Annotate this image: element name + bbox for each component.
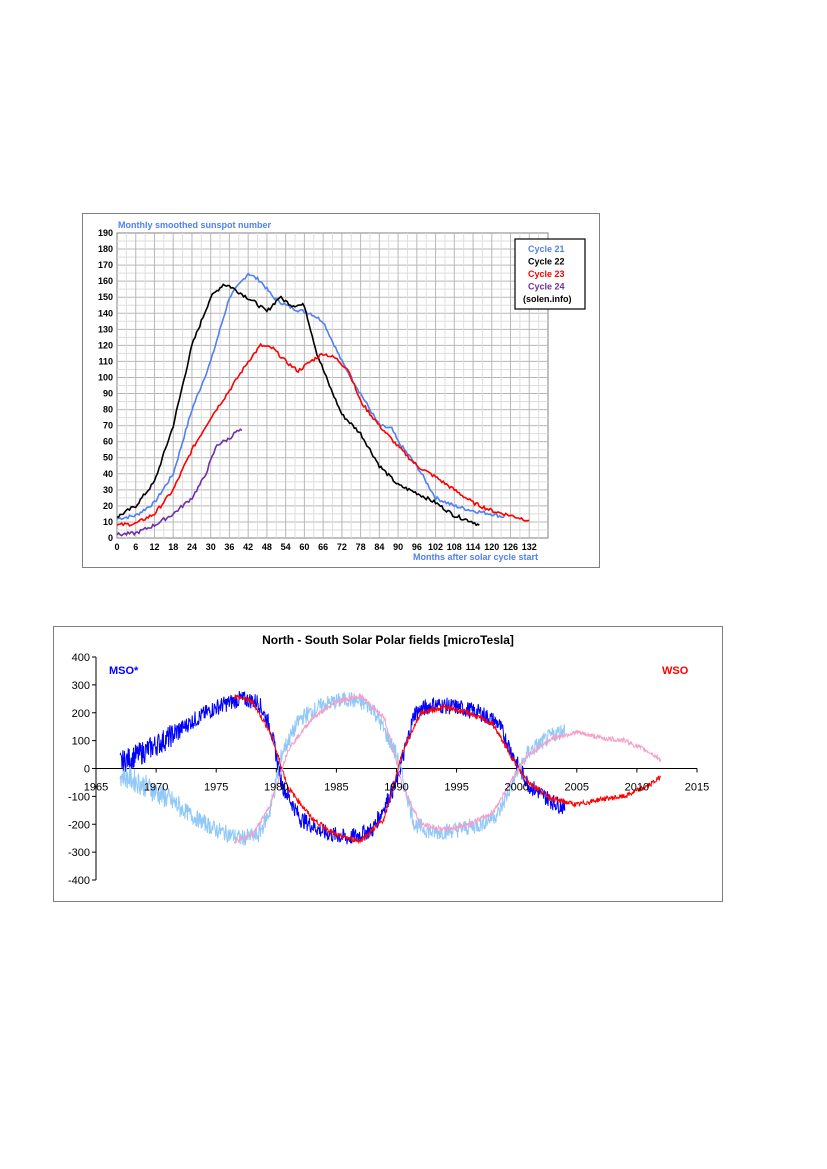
y-tick-label: 400 [72,652,90,664]
polar-fields-chart: North - South Solar Polar fields [microT… [53,626,723,902]
x-tick-label: 108 [447,542,462,552]
x-tick-label: 120 [484,542,499,552]
series-line-4 [116,428,243,537]
x-tick-label: 42 [243,542,253,552]
x-tick-label: 66 [318,542,328,552]
x-tick-label: 126 [503,542,518,552]
y-tick-label: 70 [103,421,113,431]
y-tick-label: -400 [68,875,90,887]
x-tick-label: 132 [522,542,537,552]
sunspot-chart-svg: 0102030405060708090100110120130140150160… [98,220,586,562]
y-tick-label: 120 [98,340,113,350]
series-line-3 [116,342,530,527]
series-line-2 [117,283,480,527]
x-tick-label: 1975 [204,782,228,794]
y-tick-label: 100 [72,736,90,748]
y-tick-label: 170 [98,260,113,270]
x-tick-label: 0 [114,542,119,552]
legend-note: (solen.info) [523,294,572,304]
x-tick-label: 2015 [685,782,709,794]
x-tick-label: 90 [393,542,403,552]
y-tick-label: 80 [103,405,113,415]
x-tick-label: 48 [262,542,272,552]
y-tick-label: 20 [103,501,113,511]
y-tick-label: 50 [103,453,113,463]
x-tick-label: 72 [337,542,347,552]
annotation-wso: WSO [662,665,689,677]
x-tick-label: 1970 [144,782,168,794]
legend-box [514,238,586,310]
legend-entry: Cycle 21 [528,244,565,254]
y-tick-label: 90 [103,389,113,399]
y-tick-label: 30 [103,485,113,495]
x-tick-label: 54 [281,542,291,552]
y-tick-label: 190 [98,228,113,238]
x-tick-label: 18 [168,542,178,552]
y-tick-label: 100 [98,372,113,382]
polar-fields-chart-svg: North - South Solar Polar fields [microT… [68,633,709,887]
y-tick-label: 110 [98,356,113,366]
y-tick-label: 150 [98,292,113,302]
legend-entry: Cycle 22 [528,257,565,267]
series-line-2 [119,691,566,846]
legend-entry: Cycle 24 [528,282,565,292]
y-tick-label: -200 [68,819,90,831]
x-tick-label: 60 [299,542,309,552]
x-tick-label: 30 [206,542,216,552]
x-tick-label: 6 [133,542,138,552]
x-tick-label: 96 [412,542,422,552]
x-tick-label: 2010 [625,782,649,794]
x-tick-label: 1985 [324,782,348,794]
x-tick-label: 2000 [504,782,528,794]
y-tick-label: 0 [108,533,113,543]
sunspot-chart: 0 10 20 30 40 50 60 70 80 90 100 110 120 130 140 150 160… [82,213,600,568]
y-tick-label: 180 [98,244,113,254]
series-line-1 [116,272,505,521]
y-tick-label: -100 [68,791,90,803]
y-tick-label: 200 [72,708,90,720]
x-tick-label: 84 [374,542,384,552]
chart-title: Monthly smoothed sunspot number [118,220,271,230]
x-tick-label: 1990 [384,782,408,794]
y-tick-label: 0 [84,764,90,776]
x-tick-label: 24 [187,542,197,552]
chart-title: North - South Solar Polar fields [microT… [262,633,514,647]
y-tick-label: 40 [103,469,113,479]
x-tick-label: 114 [466,542,481,552]
x-tick-label: 1980 [264,782,288,794]
x-tick-label: 2005 [565,782,589,794]
x-tick-label: 12 [149,542,159,552]
y-tick-label: 160 [98,276,113,286]
x-tick-label: 78 [356,542,366,552]
series-line-4 [233,692,662,844]
legend-entry: Cycle 23 [528,269,565,279]
x-tick-label: 102 [428,542,443,552]
y-tick-label: 300 [72,680,90,692]
y-tick-label: 60 [103,437,113,447]
series-line-3 [233,694,662,845]
annotation-mso: MSO* [109,665,139,677]
y-tick-label: 10 [103,517,113,527]
y-tick-label: 140 [98,308,113,318]
series-line-1 [119,690,566,845]
x-tick-label: 1965 [84,782,108,794]
y-tick-label: -300 [68,847,90,859]
x-tick-label: 36 [224,542,234,552]
x-axis-label: Months after solar cycle start [413,552,538,562]
y-tick-label: 130 [98,324,113,334]
x-tick-label: 1995 [444,782,468,794]
